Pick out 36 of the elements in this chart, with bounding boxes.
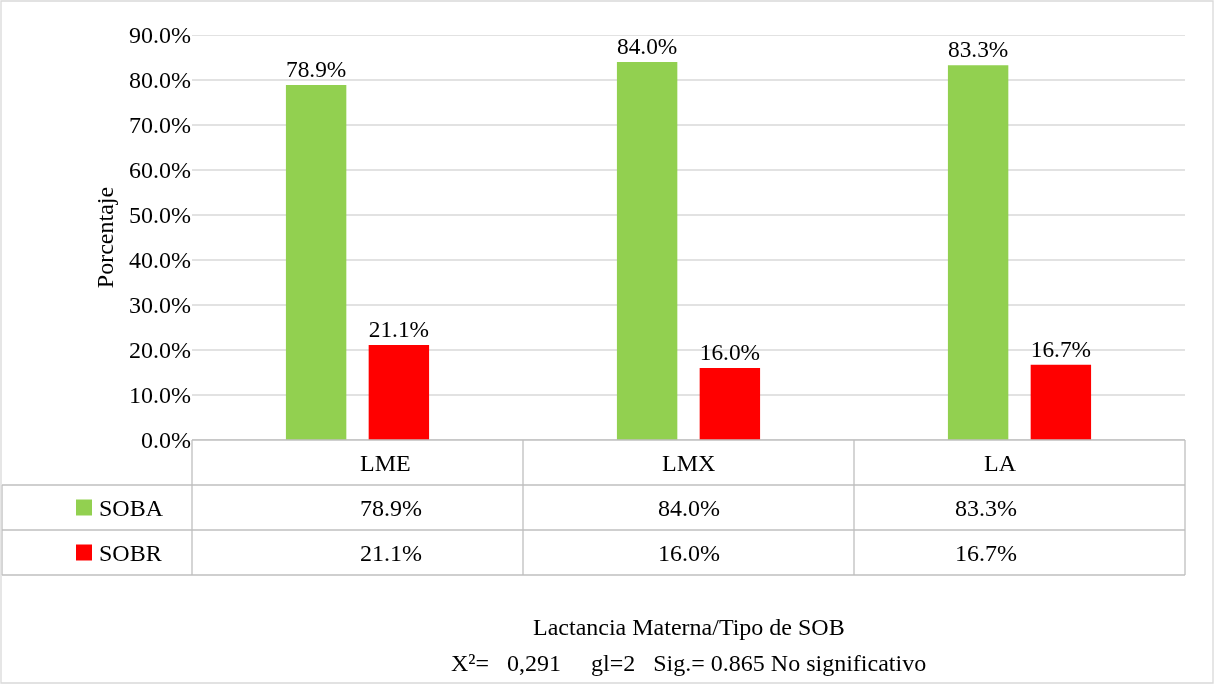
y-tick-label: 10.0%	[129, 382, 191, 409]
text: 16.0%	[699, 339, 761, 366]
y-tick-label: 60.0%	[129, 157, 191, 184]
bar	[616, 62, 678, 440]
text: 78.9%	[285, 56, 347, 83]
y-tick-label: 90.0%	[129, 22, 191, 49]
bar	[1030, 364, 1092, 440]
y-axis-title: Porcentaje	[92, 186, 119, 289]
text: Lactancia Materna/Tipo de SOB	[533, 614, 845, 640]
bar	[368, 345, 430, 440]
data-label: 83.3%	[955, 495, 1017, 521]
text: 21.1%	[368, 316, 430, 343]
text: 16.7%	[1030, 335, 1092, 362]
y-tick-label: 20.0%	[129, 337, 191, 364]
legend-label: SOBA	[99, 495, 164, 521]
y-tick-label: 50.0%	[129, 202, 191, 229]
data-label: 78.9%	[360, 495, 422, 521]
data-label: 84.0%	[658, 495, 720, 521]
bar	[285, 84, 347, 440]
x-tick-label: LMX	[662, 450, 716, 476]
data-label: 16.0%	[658, 540, 720, 566]
y-tick-label: 30.0%	[129, 292, 191, 319]
text: 83.3%	[947, 36, 1009, 63]
bar	[699, 368, 761, 440]
data-label: 16.7%	[955, 540, 1017, 566]
x-tick-label: LME	[360, 450, 411, 476]
text: 84.0%	[616, 33, 678, 60]
data-label: 21.1%	[360, 540, 422, 566]
y-tick-label: 0.0%	[141, 427, 191, 454]
y-tick-label: 80.0%	[129, 67, 191, 94]
bar	[947, 65, 1009, 440]
text: X²= 0,291 gl=2 Sig.= 0.865 No significativo	[451, 650, 927, 676]
y-tick-label: 40.0%	[129, 247, 191, 274]
x-tick-label: LA	[984, 450, 1017, 476]
y-tick-label: 70.0%	[129, 112, 191, 139]
legend-label: SOBR	[99, 540, 162, 566]
